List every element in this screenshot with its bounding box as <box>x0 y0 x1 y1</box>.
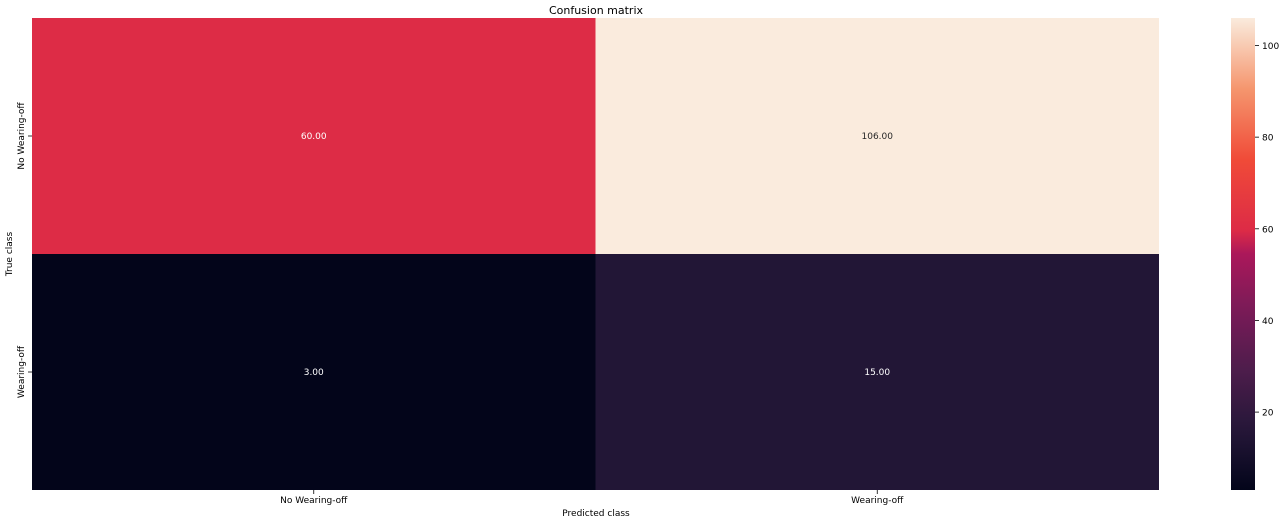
colorbar-ticks: 20 40 60 80 100 <box>1255 42 1279 419</box>
x-tick-label: No Wearing-off <box>280 496 348 506</box>
y-axis-label: True class <box>5 232 15 278</box>
colorbar-tick-label: 60 <box>1262 225 1274 235</box>
colorbar <box>1231 18 1255 490</box>
heatmap-cell <box>595 254 1159 490</box>
x-tick-label: Wearing-off <box>851 496 904 506</box>
y-axis-ticks: No Wearing-off Wearing-off <box>17 102 32 398</box>
cell-annotation: 15.00 <box>864 368 890 378</box>
x-axis-ticks: No Wearing-off Wearing-off <box>280 490 904 506</box>
colorbar-tick-label: 40 <box>1262 317 1274 327</box>
y-tick-label: No Wearing-off <box>17 102 27 170</box>
colorbar-tick-label: 20 <box>1262 409 1274 419</box>
heatmap-cell <box>32 18 596 254</box>
colorbar-tick-label: 80 <box>1262 134 1274 144</box>
cell-annotation: 60.00 <box>301 132 327 142</box>
colorbar-tick-label: 100 <box>1262 42 1279 52</box>
heatmap-cell <box>595 18 1159 254</box>
cell-annotation: 106.00 <box>862 132 894 142</box>
cell-annotation: 3.00 <box>304 368 324 378</box>
cell-annotations: 60.00 106.00 3.00 15.00 <box>301 132 893 378</box>
heatmap-cells <box>32 18 1159 490</box>
x-axis-label: Predicted class <box>562 509 630 519</box>
y-tick-label: Wearing-off <box>17 345 27 398</box>
chart-title: Confusion matrix <box>549 4 644 17</box>
heatmap-cell <box>32 254 596 490</box>
